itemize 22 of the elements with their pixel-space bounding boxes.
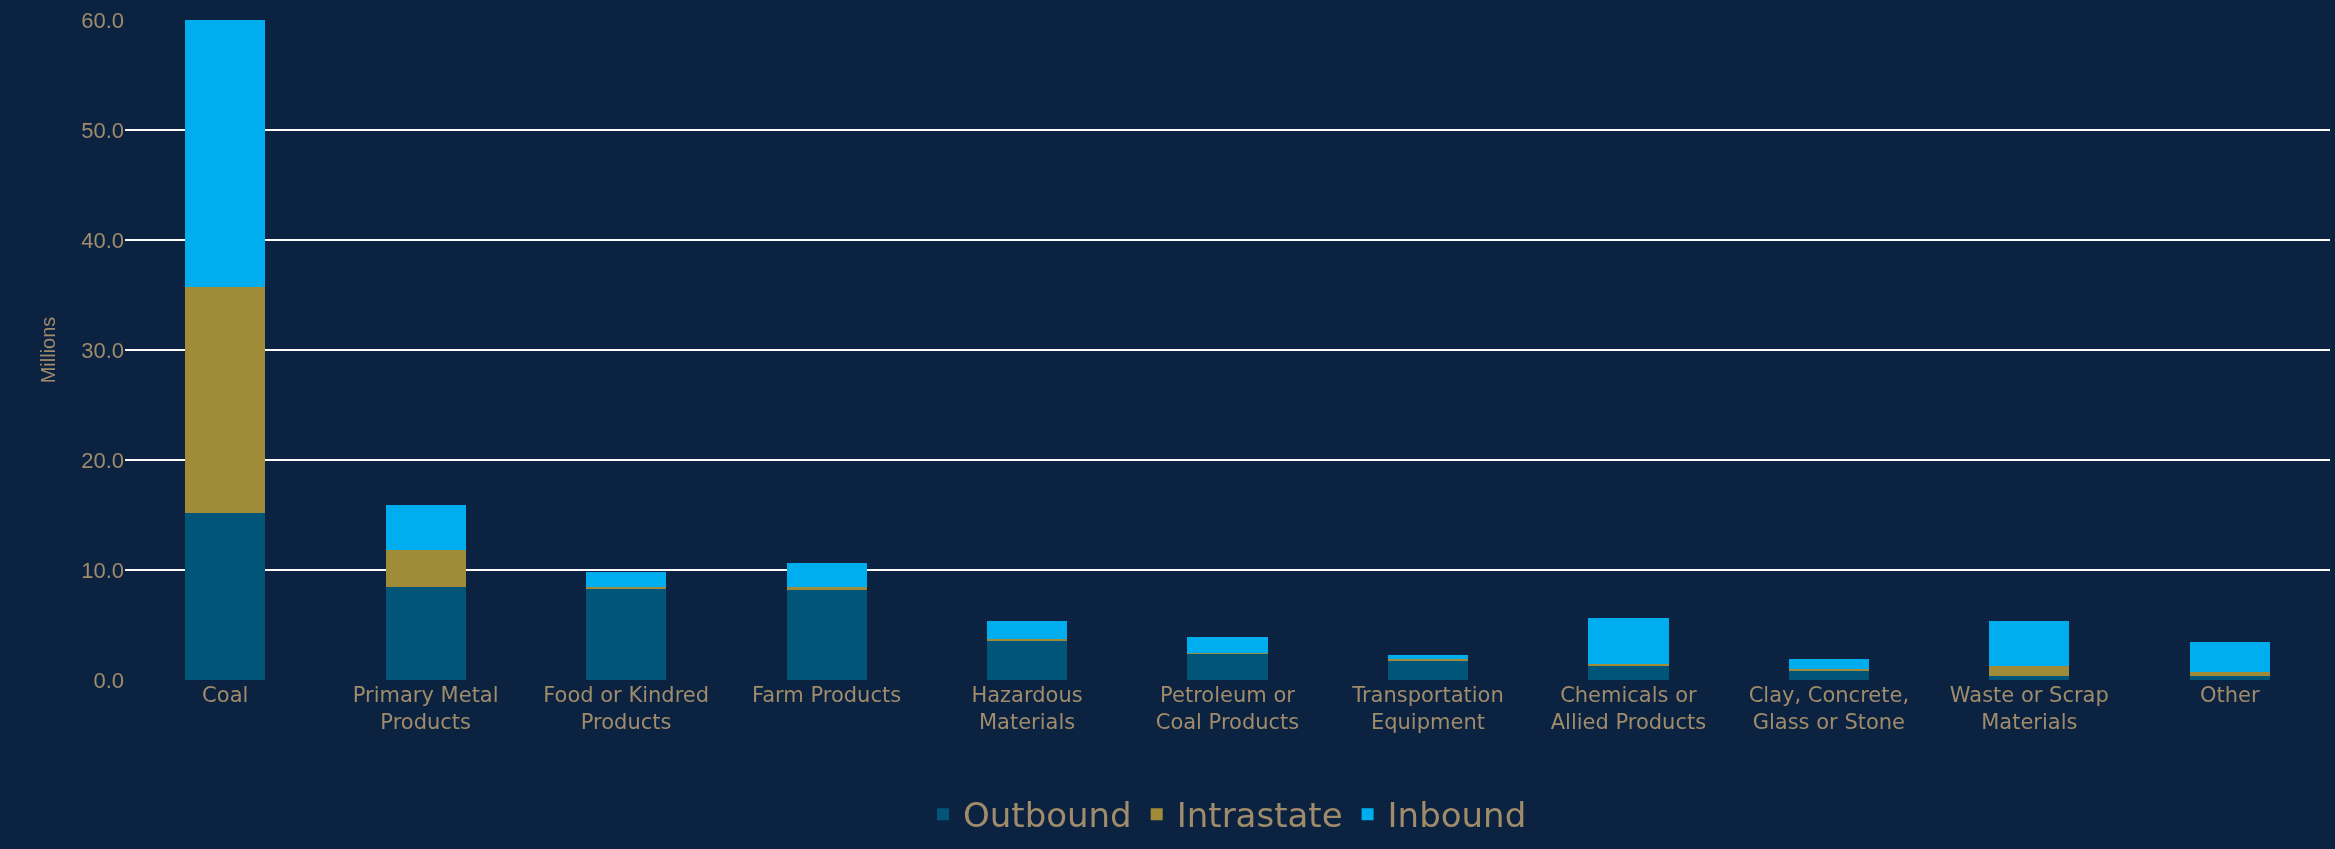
x-tick-label: Waste or Scrap Materials: [1949, 683, 2109, 735]
y-tick-label: 30.0: [81, 337, 124, 363]
x-tick-label: Primary Metal Products: [352, 683, 499, 735]
x-tick-label: Chemicals or Allied Products: [1550, 683, 1707, 735]
legend-label: Outbound: [963, 795, 1132, 836]
x-tick-label: Coal: [202, 683, 249, 707]
x-tick-label: Hazardous Materials: [971, 683, 1083, 735]
x-tick-label: Other: [2199, 683, 2260, 707]
legend-label: Inbound: [1387, 795, 1527, 836]
x-tick-label: Transportation Equipment: [1351, 683, 1504, 735]
y-tick-label: 0.0: [93, 667, 124, 693]
x-tick-label: Farm Products: [752, 683, 902, 707]
y-tick-label: 20.0: [81, 447, 124, 473]
y-tick-label: 60.0: [81, 7, 124, 33]
x-tick-label: Clay, Concrete, Glass or Stone: [1748, 683, 1910, 735]
y-tick-label: 40.0: [81, 227, 124, 253]
y-tick-label: 50.0: [81, 117, 124, 143]
y-tick-label: 10.0: [81, 557, 124, 583]
x-tick-label: Food or Kindred Products: [543, 683, 710, 735]
x-tick-label: Petroleum or Coal Products: [1155, 683, 1300, 735]
legend-label: Intrastate: [1176, 795, 1343, 836]
y-axis-title: Millions: [36, 316, 59, 384]
